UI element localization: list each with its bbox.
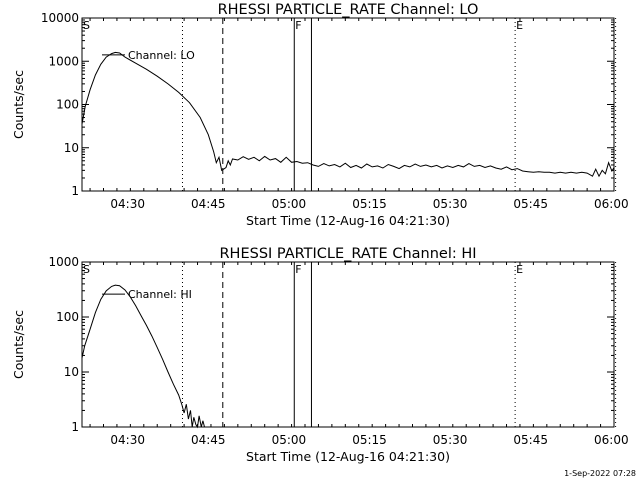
y-tick-label: 100 bbox=[56, 310, 79, 324]
y-tick-label: 1000 bbox=[48, 54, 79, 68]
marker-s: S bbox=[83, 19, 90, 32]
y-tick-label: 1 bbox=[71, 420, 79, 434]
chart-channel-lo: RHESSI PARTICLE_RATE Channel: LO Start T… bbox=[11, 2, 629, 228]
x-tick-label: 04:30 bbox=[110, 433, 145, 447]
marker-f: F bbox=[295, 19, 301, 32]
x-tick-label: 04:30 bbox=[110, 197, 145, 211]
y-tick-label: 1000 bbox=[48, 255, 79, 269]
x-tick-label: 05:00 bbox=[272, 433, 307, 447]
legend-label: Channel: HI bbox=[128, 288, 192, 301]
chart-channel-hi: RHESSI PARTICLE_RATE Channel: HI Start T… bbox=[11, 246, 629, 464]
marker-e: E bbox=[516, 19, 523, 32]
footer-timestamp: 1-Sep-2022 07:28 bbox=[564, 469, 636, 478]
marker-f: F bbox=[295, 263, 301, 276]
y-tick-label: 10 bbox=[64, 141, 79, 155]
y-tick-label: 1 bbox=[71, 184, 79, 198]
x-tick-label: 05:45 bbox=[513, 433, 548, 447]
x-tick-label: 05:15 bbox=[352, 433, 387, 447]
y-tick-label: 100 bbox=[56, 98, 79, 112]
chart-title: RHESSI PARTICLE_RATE Channel: LO bbox=[218, 2, 479, 18]
y-tick-label: 10000 bbox=[41, 11, 79, 25]
x-tick-label: 05:00 bbox=[272, 197, 307, 211]
y-axis-label: Counts/sec bbox=[11, 70, 26, 139]
marker-s: S bbox=[83, 263, 90, 276]
x-tick-label: 06:00 bbox=[594, 197, 629, 211]
x-tick-label: 05:30 bbox=[433, 197, 468, 211]
plot-frame bbox=[81, 261, 615, 428]
series-line bbox=[81, 284, 205, 429]
y-axis-label: Counts/sec bbox=[11, 310, 26, 379]
marker-e: E bbox=[516, 263, 523, 276]
x-tick-label: 04:45 bbox=[191, 433, 226, 447]
x-tick-label: 05:30 bbox=[433, 433, 468, 447]
x-tick-label: 04:45 bbox=[191, 197, 226, 211]
x-tick-label: 06:00 bbox=[594, 433, 629, 447]
x-tick-label: 05:15 bbox=[352, 197, 387, 211]
chart-title: RHESSI PARTICLE_RATE Channel: HI bbox=[219, 246, 476, 262]
x-axis-label: Start Time (12-Aug-16 04:21:30) bbox=[246, 449, 450, 464]
x-tick-label: 05:45 bbox=[513, 197, 548, 211]
x-axis-label: Start Time (12-Aug-16 04:21:30) bbox=[246, 213, 450, 228]
legend-label: Channel: LO bbox=[128, 49, 195, 62]
y-tick-label: 10 bbox=[64, 365, 79, 379]
series-line bbox=[81, 51, 615, 178]
